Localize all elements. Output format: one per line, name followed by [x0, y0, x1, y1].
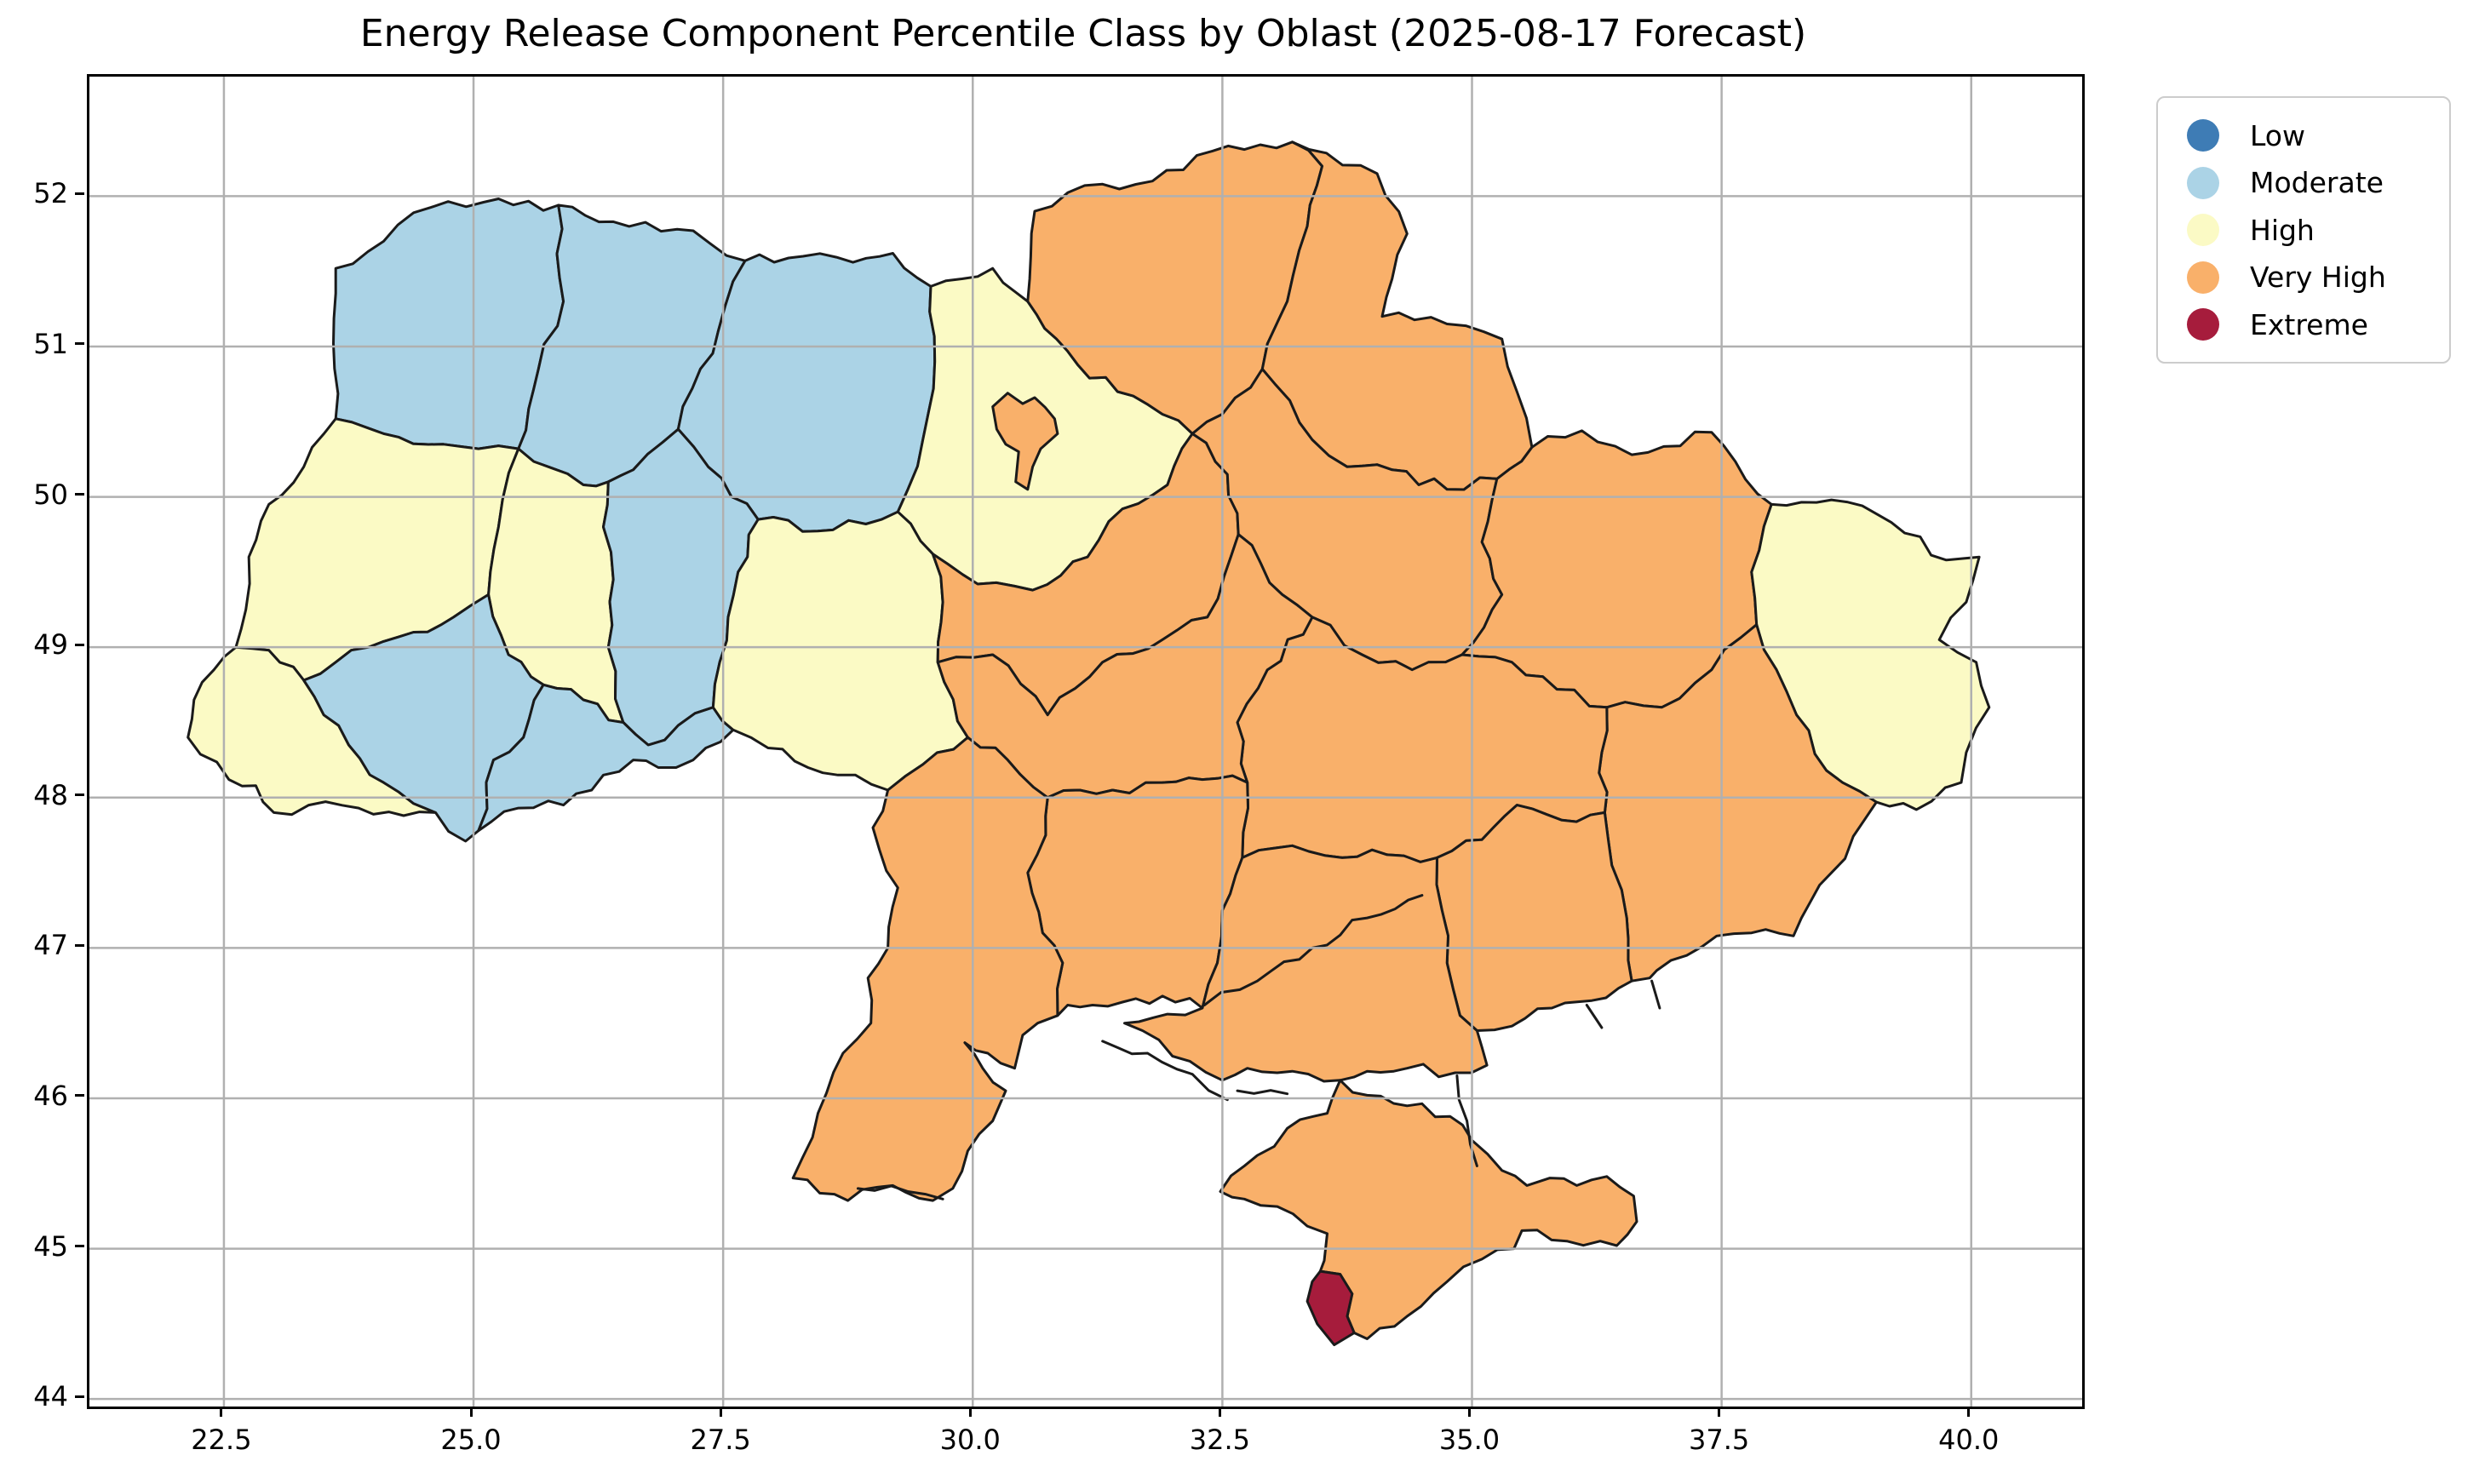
legend-marker-icon [2187, 261, 2219, 294]
legend-marker-icon [2187, 308, 2219, 341]
obytichna-spit-line [1585, 1004, 1604, 1029]
legend-marker-icon [2187, 214, 2219, 246]
x-tick-label: 25.0 [440, 1424, 502, 1456]
y-tick-mark [75, 192, 84, 195]
region-crimea [1219, 1079, 1638, 1340]
x-tick-label: 22.5 [191, 1424, 252, 1456]
legend-item-high: High [2187, 214, 2442, 247]
x-tick-label: 40.0 [1938, 1424, 2000, 1456]
x-tick-label: 37.5 [1688, 1424, 1750, 1456]
legend-item-low: Low [2187, 119, 2442, 152]
chart-title: Energy Release Component Percentile Clas… [359, 12, 1807, 55]
legend-item-very-high: Very High [2187, 261, 2442, 294]
legend-item-extreme: Extreme [2187, 308, 2442, 341]
x-tick-mark [719, 1407, 722, 1417]
region-vinnytsia [711, 510, 969, 792]
x-tick-label: 35.0 [1438, 1424, 1501, 1456]
dzharylhach-spit-line [1236, 1089, 1289, 1096]
x-tick-label: 32.5 [1189, 1424, 1251, 1456]
region-sevastopol [1305, 1269, 1356, 1347]
y-tick-label: 52 [33, 177, 68, 210]
x-tick-label: 27.5 [690, 1424, 751, 1456]
x-tick-mark [968, 1407, 972, 1417]
y-tick-mark [75, 493, 84, 496]
dnieper-river-line [1202, 894, 1424, 1006]
y-tick-label: 46 [33, 1079, 68, 1112]
y-tick-label: 51 [33, 327, 68, 360]
legend-label: Low [2250, 118, 2305, 152]
legend-marker-icon [2187, 119, 2219, 152]
x-tick-mark [1967, 1407, 1971, 1417]
danube-arm-line [856, 1184, 944, 1200]
y-tick-mark [75, 1094, 84, 1097]
x-tick-mark [1218, 1407, 1221, 1417]
y-tick-label: 44 [33, 1380, 68, 1413]
berdyansk-spit-line [1650, 979, 1661, 1010]
y-tick-label: 50 [33, 478, 68, 511]
x-tick-mark [1718, 1407, 1721, 1417]
y-tick-mark [75, 1395, 84, 1398]
region-chernivtsi [477, 683, 735, 833]
y-tick-label: 48 [33, 778, 68, 811]
x-tick-mark [220, 1407, 223, 1417]
plot-area [87, 74, 2085, 1409]
y-tick-mark [75, 643, 84, 646]
x-tick-mark [1468, 1407, 1471, 1417]
legend-label: Moderate [2250, 166, 2384, 199]
region-kherson [1123, 844, 1489, 1083]
tendra-spit-line [1101, 1040, 1229, 1102]
region-odesa [791, 736, 1064, 1202]
y-tick-label: 47 [33, 929, 68, 962]
legend-label: High [2250, 213, 2315, 247]
legend-marker-icon [2187, 166, 2219, 199]
y-tick-label: 45 [33, 1229, 68, 1263]
legend-item-moderate: Moderate [2187, 166, 2442, 199]
region-donetsk [1598, 623, 1878, 983]
x-tick-mark [469, 1407, 473, 1417]
legend: Low Moderate High Very High Extreme [2156, 96, 2451, 364]
legend-label: Very High [2250, 261, 2386, 294]
y-tick-label: 49 [33, 628, 68, 662]
y-tick-mark [75, 943, 84, 947]
x-tick-label: 30.0 [939, 1424, 1001, 1456]
map-svg [89, 77, 2082, 1407]
legend-label: Extreme [2250, 307, 2368, 341]
y-tick-mark [75, 794, 84, 797]
y-tick-mark [75, 342, 84, 346]
region-kyiv-city [991, 392, 1059, 491]
y-tick-mark [75, 1245, 84, 1248]
